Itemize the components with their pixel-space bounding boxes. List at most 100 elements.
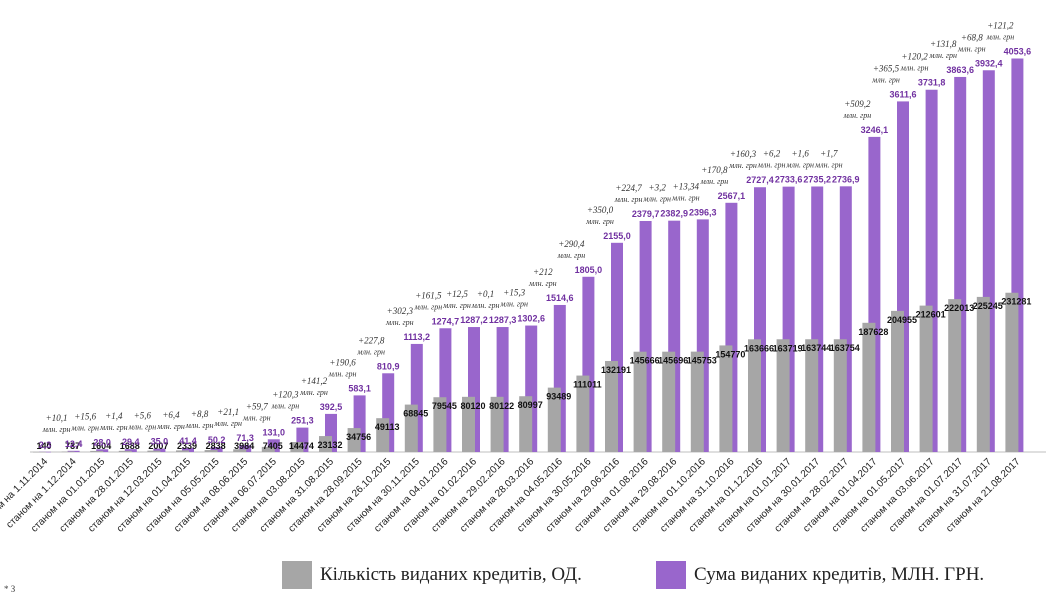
increment-unit: млн. грн (299, 388, 328, 397)
increment-unit: млн. грн (700, 177, 729, 186)
increment-unit: млн. грн (271, 402, 300, 411)
count-data-label: 23132 (317, 440, 342, 450)
increment-label: +290,4 (558, 239, 585, 249)
increment-unit: млн. грн (42, 425, 71, 434)
count-data-label: 2007 (148, 441, 168, 451)
sum-data-label: 12,4 (65, 439, 83, 449)
sum-data-label: 1287,3 (489, 315, 517, 325)
sum-data-label: 35,0 (151, 437, 169, 447)
increment-label: +190,6 (329, 357, 356, 367)
count-data-label: 1688 (120, 441, 140, 451)
increment-label: +8,8 (191, 409, 209, 419)
count-data-label: 145666 (630, 356, 660, 366)
increment-label: +6,4 (162, 410, 180, 420)
count-data-label: 111011 (573, 380, 602, 390)
count-bar (605, 360, 618, 452)
increment-label: +0,1 (477, 289, 494, 299)
count-bar (233, 449, 247, 452)
count-bar (547, 387, 561, 452)
sum-data-label: 3731,8 (918, 78, 946, 88)
increment-label: +212 (533, 267, 553, 277)
increment-label: +21,1 (217, 407, 239, 417)
count-bar (776, 339, 790, 452)
increment-label: +6,2 (763, 149, 781, 159)
count-data-label: 163744 (801, 343, 831, 353)
increment-label: +121,2 (987, 21, 1014, 31)
increment-label: +3,2 (649, 183, 667, 193)
count-bar (319, 436, 332, 452)
increment-unit: млн. грн (213, 419, 242, 428)
sum-data-label: 131,0 (263, 427, 286, 437)
sum-data-label: 28,0 (93, 437, 111, 447)
count-data-label: 1604 (91, 441, 111, 451)
sum-data-label: 2,3 (39, 440, 52, 450)
increment-label: +302,3 (387, 306, 414, 316)
sum-data-label: 2379,7 (632, 209, 660, 219)
increment-unit: млн. грн (557, 251, 586, 260)
sum-bar (124, 449, 137, 452)
increment-unit: млн. грн (414, 302, 443, 311)
sum-data-label: 810,9 (377, 361, 400, 371)
increment-label: +68,8 (961, 32, 983, 42)
legend-swatch-count (282, 561, 312, 589)
increment-unit: млн. грн (385, 318, 414, 327)
sum-data-label: 2567,1 (718, 191, 746, 201)
increment-label: +1,6 (792, 148, 810, 158)
count-data-label: 132191 (601, 365, 631, 375)
count-bar (576, 375, 590, 452)
count-data-label: 80120 (460, 401, 485, 411)
increment-label: +161,5 (415, 290, 442, 300)
increment-label: +350,0 (587, 205, 614, 215)
increment-label: +15,6 (74, 411, 96, 421)
increment-label: +365,5 (873, 63, 900, 73)
increment-unit: млн. грн (156, 422, 185, 431)
increment-label: +509,2 (844, 99, 871, 109)
increment-unit: млн. грн (986, 33, 1015, 42)
increment-unit: млн. грн (128, 423, 157, 432)
count-bar (118, 450, 132, 452)
increment-unit: млн. грн (185, 421, 214, 430)
count-bar (347, 428, 361, 452)
footnote: * З (4, 584, 16, 594)
increment-label: +12,5 (446, 289, 468, 299)
count-bar (719, 345, 733, 452)
increment-label: +131,8 (930, 39, 957, 49)
count-bar (633, 351, 647, 452)
count-data-label: 2838 (206, 441, 226, 451)
increment-label: +224,7 (615, 183, 642, 193)
sum-data-label: 41,4 (179, 436, 197, 446)
count-data-label: 68845 (403, 409, 428, 419)
count-data-label: 93489 (546, 392, 571, 402)
count-bar (462, 396, 475, 452)
increment-label: +170,8 (701, 165, 728, 175)
sum-data-label: 3246,1 (861, 125, 889, 135)
count-bar (433, 397, 447, 452)
increment-label: +59,7 (246, 401, 268, 411)
sum-data-label: 1274,7 (432, 316, 460, 326)
increment-unit: млн. грн (671, 193, 700, 202)
sum-data-label: 2735,2 (803, 174, 831, 184)
count-data-label: 80122 (489, 401, 514, 411)
count-bar (147, 450, 161, 452)
increment-unit: млн. грн (814, 160, 843, 169)
count-bar (662, 351, 676, 452)
count-data-label: 145753 (687, 356, 717, 366)
increment-unit: млн. грн (442, 301, 471, 310)
count-data-label: 2339 (177, 441, 197, 451)
sum-data-label: 1113,2 (404, 332, 431, 342)
count-bar (748, 339, 761, 452)
count-data-label: 79545 (432, 401, 457, 411)
increment-unit: млн. грн (843, 111, 872, 120)
sum-bar (96, 449, 109, 452)
increment-unit: млн. грн (471, 301, 500, 310)
sum-data-label: 2396,3 (689, 207, 717, 217)
increment-label: +1,4 (105, 411, 123, 421)
increment-unit: млн. грн (70, 423, 99, 432)
sum-data-label: 2736,9 (832, 174, 860, 184)
increment-unit: млн. грн (585, 217, 614, 226)
count-bar (261, 446, 275, 452)
sum-data-label: 3863,6 (946, 65, 974, 75)
count-bar (833, 339, 847, 452)
increment-label: +10,1 (46, 413, 68, 423)
count-bar (290, 442, 304, 452)
